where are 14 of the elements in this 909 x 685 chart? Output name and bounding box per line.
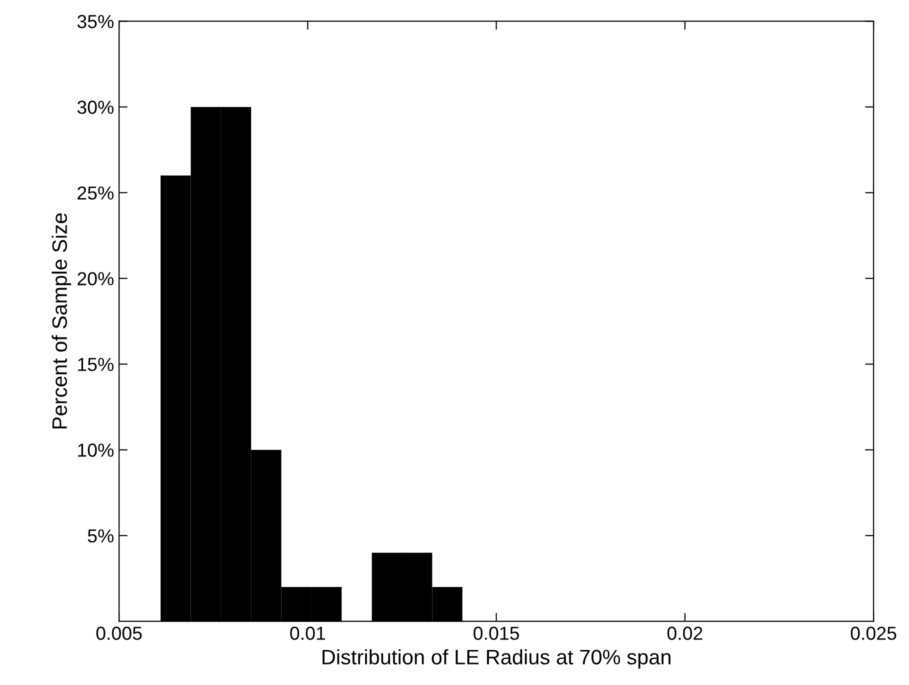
y-tick-label: 15% — [78, 358, 114, 372]
y-tick-label: 10% — [78, 444, 114, 457]
y-tick-label: 25% — [78, 186, 114, 200]
y-tick-label: 5% — [88, 529, 114, 543]
x-axis-title: Distribution of LE Radius at 70% span — [322, 649, 670, 669]
y-axis-title: Percent of Sample Size — [52, 213, 72, 428]
y-tick-label: 35% — [77, 14, 114, 28]
y-tick-label: 20% — [78, 272, 114, 286]
x-tick-label: 0.005 — [96, 626, 142, 640]
x-tick-label: 0.025 — [850, 626, 896, 640]
x-tick-label: 0.01 — [290, 626, 326, 640]
x-tick-label: 0.015 — [474, 626, 519, 640]
x-tick-label: 0.02 — [667, 626, 702, 640]
y-tick-label: 30% — [77, 100, 114, 114]
